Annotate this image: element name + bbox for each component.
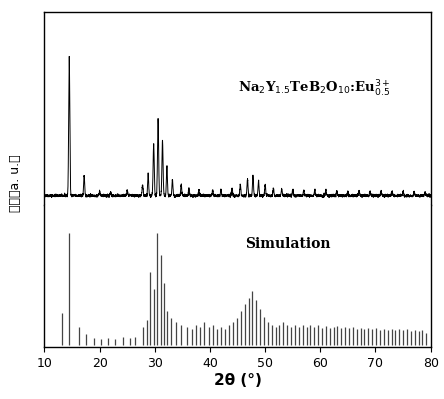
Text: Simulation: Simulation [245,237,331,251]
Text: 强度（a. u.）: 强度（a. u.） [9,155,22,212]
X-axis label: 2θ (°): 2θ (°) [214,373,262,388]
Text: Na$_2$Y$_{1.5}$TeB$_2$O$_{10}$:Eu$^{3+}_{0.5}$: Na$_2$Y$_{1.5}$TeB$_2$O$_{10}$:Eu$^{3+}_… [238,79,390,99]
